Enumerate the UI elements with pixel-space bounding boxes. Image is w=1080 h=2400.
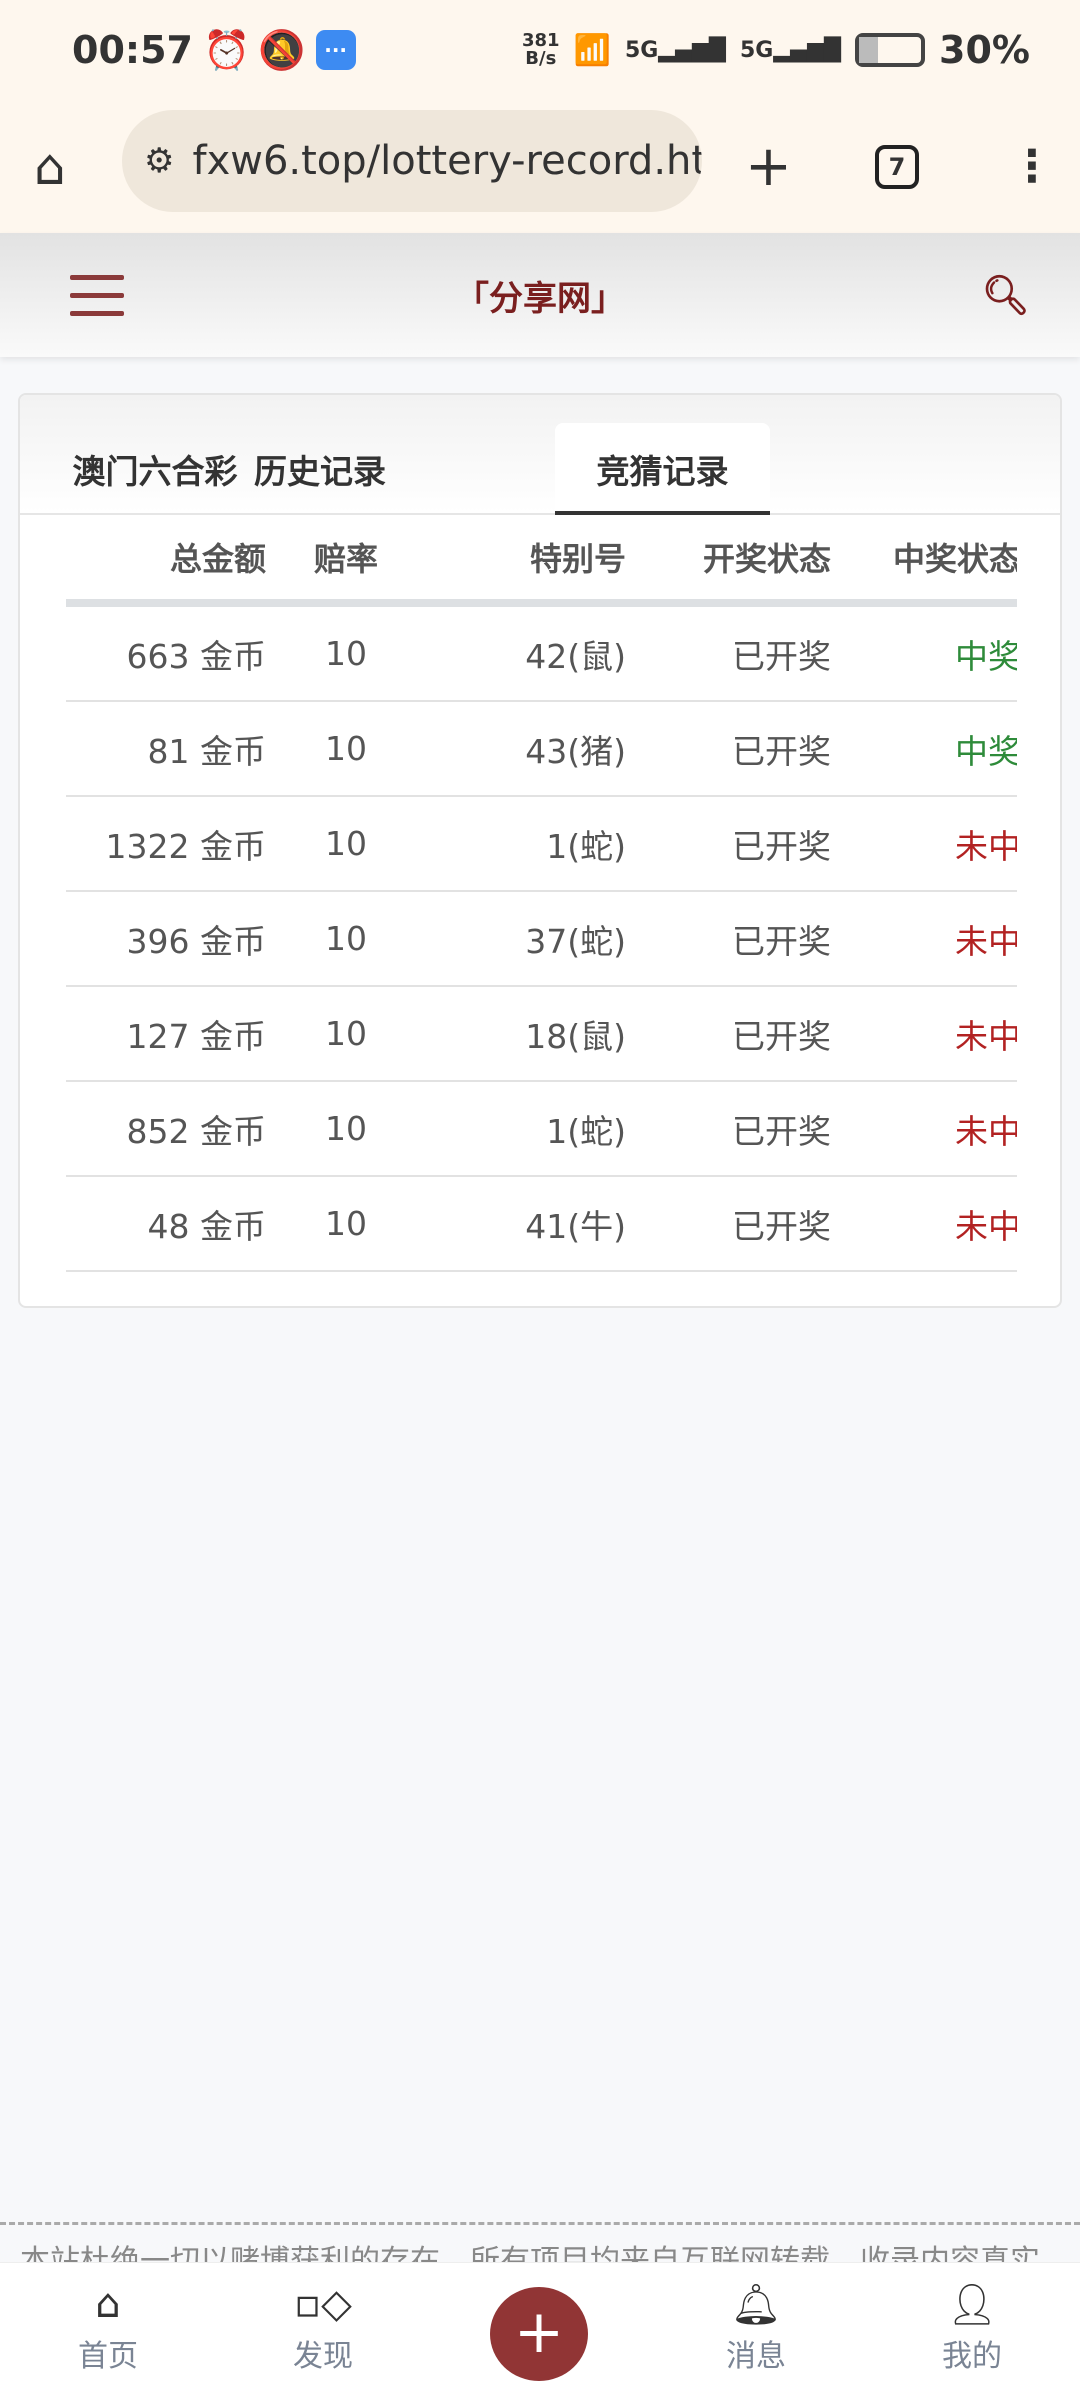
clock: 00:57 — [72, 28, 193, 72]
win-status-cell: 未中 — [955, 826, 1017, 866]
bell-off-icon: 🔕 — [258, 27, 306, 72]
table-header: 总金额 赔率 特别号 开奖状态 中奖状态 — [66, 515, 1017, 607]
win-status-cell: 未中 — [955, 1206, 1017, 1246]
records-table: 总金额 赔率 特别号 开奖状态 中奖状态 663 金币 10 42(鼠) 已开奖 中奖 8… — [66, 515, 1017, 1272]
record-card: 澳门六合彩 历史记录 竞猜记录 总金额 赔率 特别号 开奖状态 中奖状态 663… — [18, 393, 1062, 1308]
odds-cell: 10 — [325, 824, 367, 863]
win-status-cell: 未中 — [955, 1016, 1017, 1056]
odds-cell: 10 — [325, 1109, 367, 1148]
table-row: 852 金币 10 1(蛇) 已开奖 未中 — [66, 1082, 1017, 1177]
site-settings-icon[interactable]: ⚙ — [144, 141, 175, 181]
user-icon: 👤︎ — [946, 2282, 998, 2328]
tab-macau-lottery[interactable]: 澳门六合彩 — [72, 452, 238, 491]
amount-cell: 81 金币 — [147, 731, 266, 771]
amount-cell: 48 金币 — [147, 1206, 266, 1246]
table-row: 663 金币 10 42(鼠) 已开奖 中奖 — [66, 607, 1017, 702]
more-menu-icon[interactable]: ⋮ — [1010, 141, 1054, 192]
menu-icon[interactable] — [70, 275, 124, 316]
number-cell: 41(牛) — [525, 1206, 626, 1246]
number-cell: 42(鼠) — [525, 636, 626, 676]
table-row: 1322 金币 10 1(蛇) 已开奖 未中 — [66, 797, 1017, 892]
home-icon: ⌂ — [95, 2281, 121, 2327]
address-bar[interactable]: ⚙ fxw6.top/lottery-record.ht — [122, 110, 702, 212]
col-win-status: 中奖状态 — [893, 540, 1017, 578]
win-status-cell: 未中 — [955, 1111, 1017, 1151]
site-header: 「分享网」 🔍︎ — [0, 233, 1080, 357]
table-row: 127 金币 10 18(鼠) 已开奖 未中 — [66, 987, 1017, 1082]
tab-history[interactable]: 历史记录 — [254, 452, 386, 491]
nav-discover[interactable]: ▫◇ 发现 — [263, 2281, 383, 2375]
tab-count-button[interactable]: 7 — [875, 144, 919, 189]
odds-cell: 10 — [325, 1014, 367, 1053]
amount-cell: 127 金币 — [126, 1016, 266, 1056]
battery-level: 30% — [939, 28, 1030, 72]
odds-cell: 10 — [325, 729, 367, 768]
win-status-cell: 中奖 — [955, 636, 1017, 676]
col-number: 特别号 — [529, 540, 626, 578]
nav-messages[interactable]: 🔔︎ 消息 — [696, 2281, 816, 2375]
number-cell: 43(猪) — [525, 731, 626, 771]
bottom-nav: ⌂ 首页 ▫◇ 发现 + 🔔︎ 消息 👤︎ 我的 — [0, 2262, 1080, 2400]
message-app-icon: ··· — [315, 30, 356, 70]
nav-profile[interactable]: 👤︎ 我的 — [912, 2281, 1032, 2375]
table-row: 81 金币 10 43(猪) 已开奖 中奖 — [66, 702, 1017, 797]
draw-status-cell: 已开奖 — [732, 921, 831, 961]
battery-charging-icon — [855, 33, 926, 67]
amount-cell: 852 金币 — [126, 1111, 266, 1151]
win-status-cell: 中奖 — [955, 731, 1017, 771]
draw-status-cell: 已开奖 — [732, 1016, 831, 1056]
site-title: 「分享网」 — [455, 278, 625, 319]
number-cell: 1(蛇) — [546, 1111, 626, 1151]
odds-cell: 10 — [325, 1204, 367, 1243]
new-tab-button[interactable]: + — [745, 134, 792, 199]
status-bar: 00:57 ⏰ 🔕 ··· 381 B/s 📶 5G▂▄▆█ 5G▂▄▆█ 30% — [0, 0, 1080, 100]
table-row: 396 金币 10 37(蛇) 已开奖 未中 — [66, 892, 1017, 987]
win-status-cell: 未中 — [955, 921, 1017, 961]
nav-home[interactable]: ⌂ 首页 — [48, 2281, 168, 2375]
signal-5g-icon: 5G▂▄▆█ — [624, 37, 726, 63]
number-cell: 18(鼠) — [525, 1016, 626, 1056]
browser-toolbar: ⌂ ⚙ fxw6.top/lottery-record.ht + 7 ⋮ — [0, 100, 1080, 233]
signal-5g-icon: 5G▂▄▆█ — [739, 37, 842, 63]
draw-status-cell: 已开奖 — [732, 1111, 831, 1151]
col-amount: 总金额 — [169, 540, 266, 578]
discover-icon: ▫◇ — [294, 2281, 352, 2327]
col-draw-status: 开奖状态 — [702, 540, 831, 578]
col-odds: 赔率 — [313, 540, 378, 578]
amount-cell: 663 金币 — [126, 636, 266, 676]
net-speed: 381 B/s — [522, 30, 560, 69]
url-text: fxw6.top/lottery-record.ht — [192, 138, 702, 184]
draw-status-cell: 已开奖 — [732, 826, 831, 866]
footer-divider — [0, 2222, 1080, 2225]
table-row: 48 金币 10 41(牛) 已开奖 未中 — [66, 1177, 1017, 1272]
draw-status-cell: 已开奖 — [732, 636, 831, 676]
odds-cell: 10 — [325, 919, 367, 958]
amount-cell: 1322 金币 — [105, 826, 266, 866]
plus-icon[interactable]: + — [490, 2287, 588, 2381]
draw-status-cell: 已开奖 — [732, 731, 831, 771]
wifi-icon: 📶 — [573, 32, 611, 68]
tab-guess-records[interactable]: 竞猜记录 — [555, 423, 770, 515]
odds-cell: 10 — [325, 634, 367, 673]
number-cell: 1(蛇) — [546, 826, 626, 866]
tab-bar: 澳门六合彩 历史记录 竞猜记录 — [20, 395, 1060, 515]
number-cell: 37(蛇) — [525, 921, 626, 961]
home-icon[interactable]: ⌂ — [34, 137, 66, 196]
bell-icon: 🔔︎ — [730, 2282, 782, 2328]
alarm-icon: ⏰ — [202, 27, 251, 72]
draw-status-cell: 已开奖 — [732, 1206, 831, 1246]
search-icon[interactable]: 🔍︎ — [981, 273, 1030, 317]
amount-cell: 396 金币 — [126, 921, 266, 961]
